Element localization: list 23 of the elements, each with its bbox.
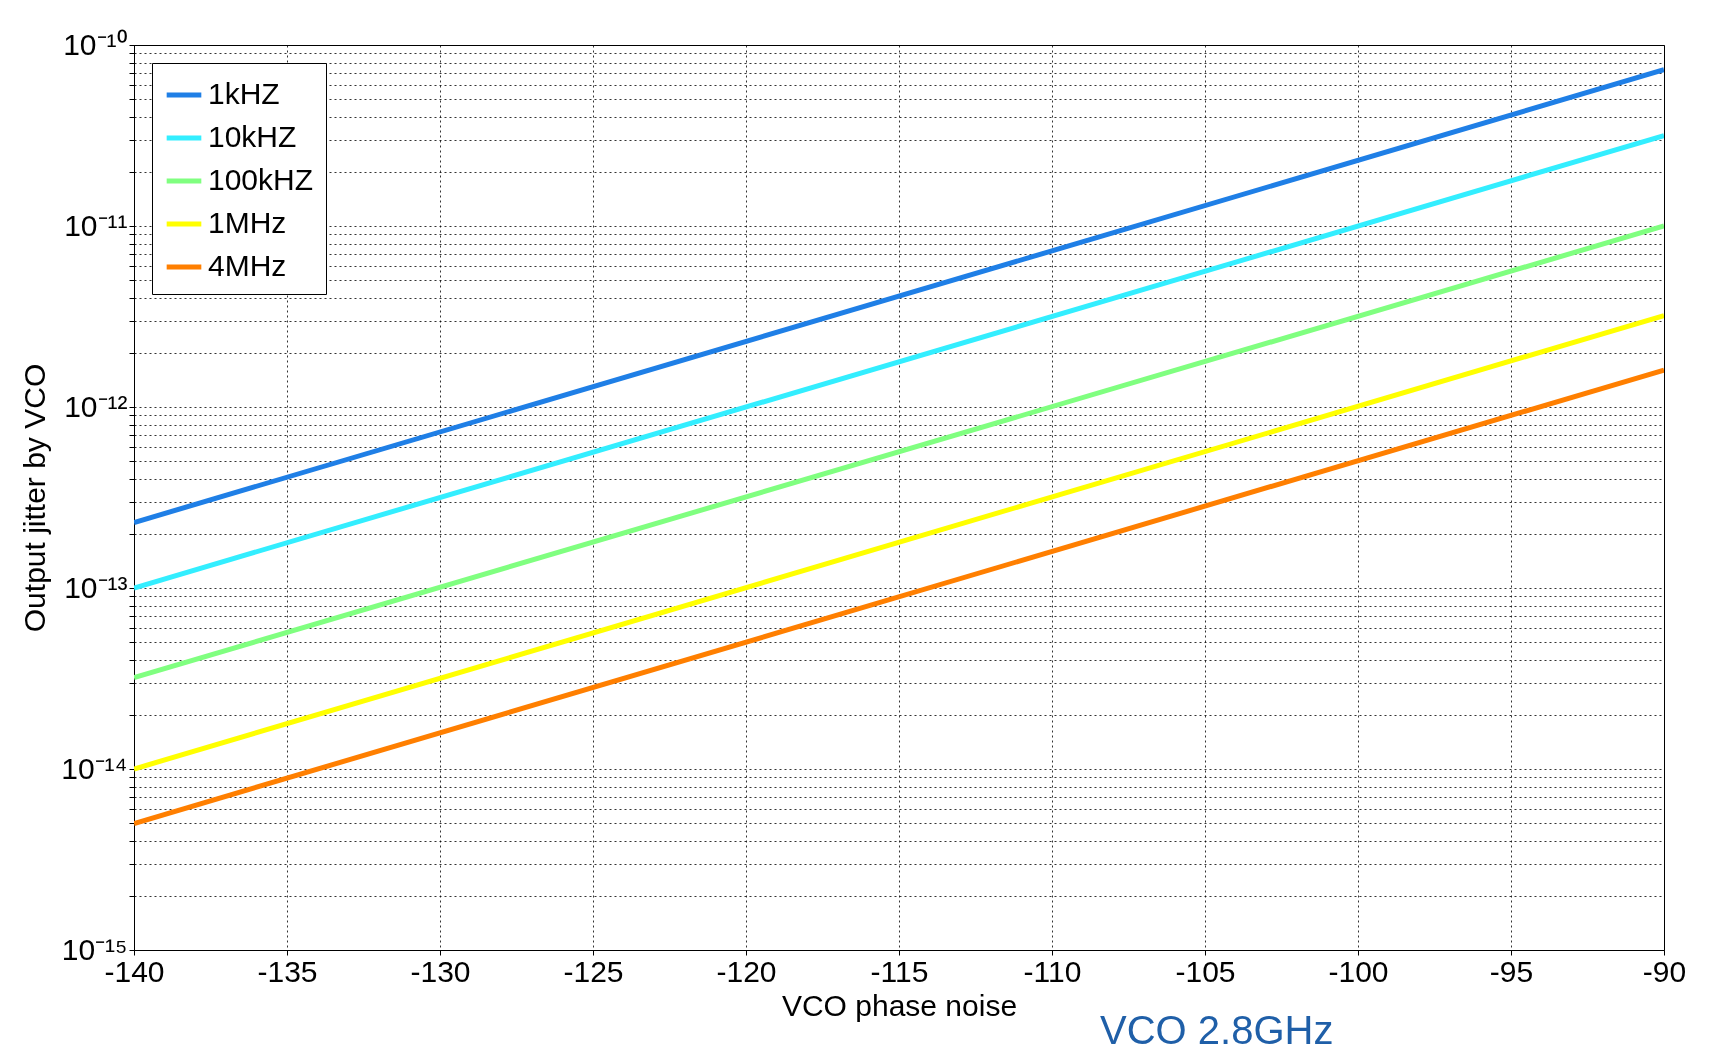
legend-label: 100kHZ [208,163,314,196]
y-tick-label: 10⁻¹¹ [64,208,128,242]
x-tick-label: -120 [716,954,777,988]
x-tick-label: -115 [870,954,929,988]
x-tick-label: -110 [1023,954,1082,988]
x-tick-label: -135 [257,954,318,988]
x-tick-label: -105 [1175,954,1236,988]
legend-label: 1kHZ [208,77,280,110]
text: VCO 2.8GHz [1100,1008,1334,1053]
y-tick-label: 10⁻¹³ [64,570,128,604]
y-tick-label: 10⁻¹² [64,389,128,423]
x-tick-label: -130 [410,954,471,988]
legend-label: 10kHZ [208,120,297,153]
x-axis-title: VCO phase noise [781,988,1018,1022]
y-axis-title: Output jitter by VCO [18,363,52,633]
legend-label: 1MHz [208,206,287,239]
legend-label: 4MHz [208,249,287,282]
x-tick-label: -95 [1489,954,1534,988]
x-tick-label: -125 [563,954,624,988]
x-tick-label: -100 [1328,954,1389,988]
x-tick-label: -90 [1642,954,1687,988]
y-tick-label: 10⁻¹⁰ [63,27,128,61]
y-tick-label: 10⁻¹⁴ [61,751,128,785]
